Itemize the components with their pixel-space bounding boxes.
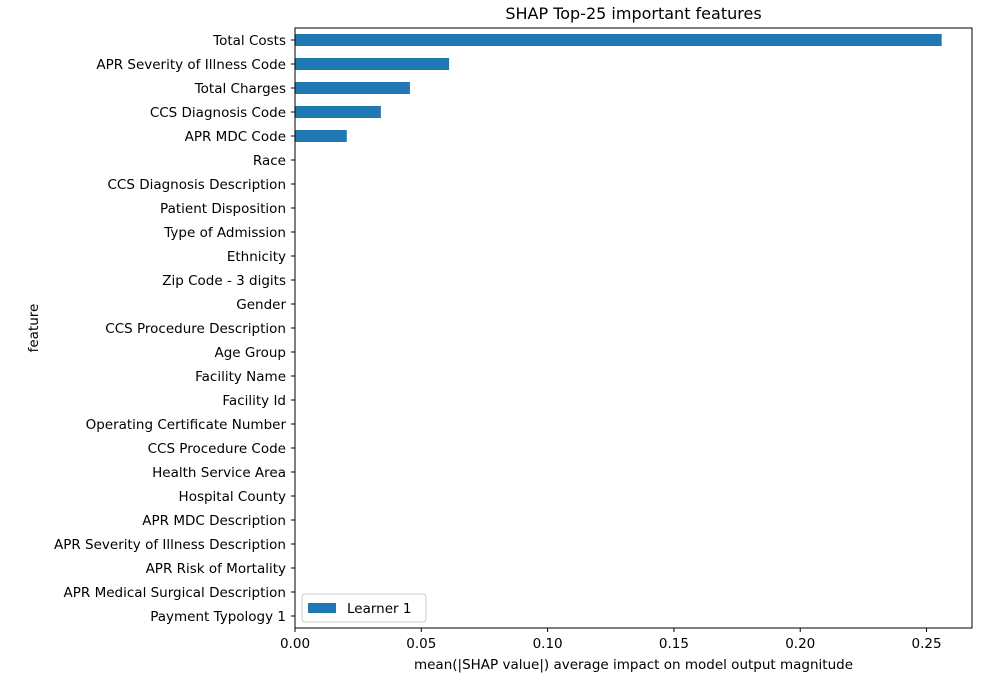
x-axis-ticks: 0.00 0.05 0.10 0.15 0.20 0.25 (280, 628, 942, 652)
x-tick-label: 0.25 (911, 636, 941, 652)
y-tick-label: Facility Name (195, 369, 286, 385)
y-axis-label: feature (26, 304, 42, 353)
x-tick-label: 0.05 (406, 636, 436, 652)
y-axis-ticks: Total Costs APR Severity of Illness Code T… (54, 33, 295, 625)
y-tick-label: Ethnicity (227, 249, 286, 265)
bar-apr-severity-of-illness-code (295, 58, 450, 70)
y-tick-label: APR Severity of Illness Description (54, 537, 286, 553)
y-tick-label: Total Costs (212, 33, 286, 49)
x-tick-label: 0.10 (533, 636, 563, 652)
bar-total-costs (295, 34, 942, 46)
plot-frame (294, 27, 973, 629)
y-tick-label: Hospital County (179, 489, 286, 505)
chart-title: SHAP Top-25 important features (505, 4, 761, 23)
y-tick-label: Total Charges (194, 81, 286, 97)
legend: Learner 1 (301, 593, 427, 623)
legend-swatch (308, 603, 336, 613)
y-tick-label: CCS Diagnosis Code (150, 105, 286, 121)
bar-ccs-diagnosis-code (295, 106, 381, 118)
y-tick-label: Facility Id (222, 393, 286, 409)
y-tick-label: Health Service Area (152, 465, 286, 481)
legend-box (301, 593, 427, 623)
x-tick-label: 0.15 (659, 636, 689, 652)
y-tick-label: Zip Code - 3 digits (162, 273, 286, 289)
y-tick-label: APR MDC Code (185, 129, 286, 145)
y-tick-label: Gender (236, 297, 286, 313)
bar-total-charges (295, 82, 410, 94)
y-tick-label: Type of Admission (163, 225, 286, 241)
y-tick-label: Race (253, 153, 286, 169)
x-axis-label: mean(|SHAP value|) average impact on mod… (414, 657, 853, 673)
bar-apr-mdc-code (295, 130, 347, 142)
legend-label: Learner 1 (347, 601, 411, 617)
x-tick-label: 0.20 (785, 636, 815, 652)
y-tick-label: Operating Certificate Number (86, 417, 287, 433)
y-tick-label: CCS Procedure Description (105, 321, 286, 337)
y-tick-label: Age Group (214, 345, 286, 361)
x-tick-label: 0.00 (280, 636, 310, 652)
y-tick-label: APR MDC Description (142, 513, 286, 529)
y-tick-label: APR Severity of Illness Code (96, 57, 286, 73)
bars-group (295, 34, 942, 142)
y-tick-label: APR Risk of Mortality (146, 561, 286, 577)
y-tick-label: APR Medical Surgical Description (64, 585, 286, 601)
y-tick-label: Patient Disposition (160, 201, 286, 217)
y-tick-label: Payment Typology 1 (150, 609, 286, 625)
y-tick-label: CCS Diagnosis Description (107, 177, 286, 193)
y-tick-label: CCS Procedure Code (148, 441, 286, 457)
